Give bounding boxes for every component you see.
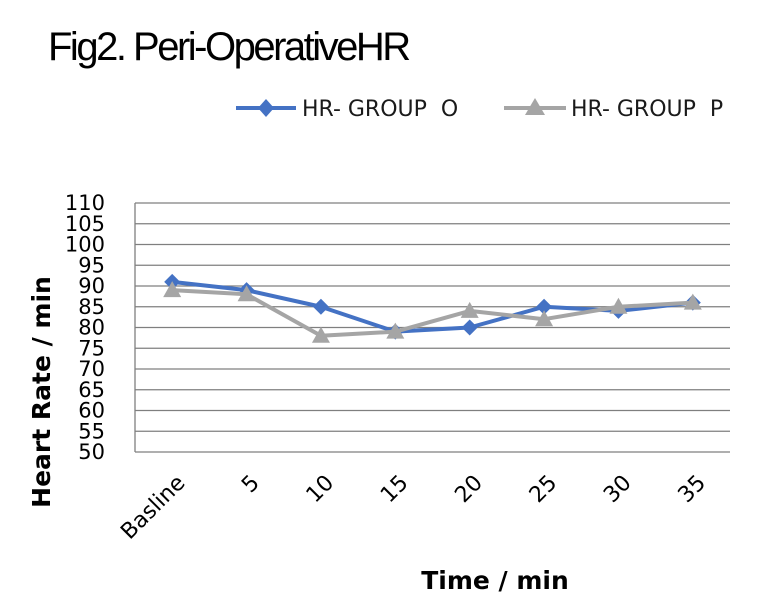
x-tick-label: 20 — [450, 471, 487, 508]
y-tick-label: 50 — [78, 440, 105, 464]
x-tick-label: 15 — [376, 471, 413, 508]
y-axis-label: Heart Rate / min — [27, 276, 56, 508]
data-point-marker — [536, 298, 553, 315]
y-tick-label: 75 — [78, 336, 105, 360]
y-tick-label: 105 — [65, 212, 105, 236]
y-tick-label: 95 — [78, 253, 105, 277]
legend-item-group-o: HR- GROUP O — [236, 97, 458, 122]
data-point-marker — [609, 297, 628, 314]
chart-title: Fig2. Peri-OperativeHR — [48, 25, 410, 69]
y-tick-label: 55 — [78, 419, 105, 443]
legend-marker-group-o — [258, 99, 274, 117]
x-tick-label: 30 — [599, 471, 636, 508]
x-tick-label: 10 — [302, 471, 339, 508]
legend-item-group-p: HR- GROUP P — [504, 97, 723, 122]
data-point-marker — [683, 293, 702, 310]
legend-label-group-o: HR- GROUP O — [302, 97, 458, 122]
y-tick-label: 85 — [78, 295, 105, 319]
data-point-marker — [386, 322, 405, 339]
data-point-marker — [460, 301, 479, 318]
y-tick-label: 65 — [78, 378, 105, 402]
series-group-p — [163, 281, 702, 343]
legend-marker-group-p — [525, 98, 545, 115]
data-point-marker — [163, 281, 182, 298]
data-point-marker — [237, 285, 256, 302]
x-tick-label: 5 — [237, 471, 265, 499]
data-point-marker — [311, 326, 330, 343]
y-tick-label: 90 — [78, 274, 105, 298]
x-axis-label: Time / min — [421, 566, 569, 595]
data-point-marker — [461, 319, 478, 336]
data-point-marker — [312, 298, 329, 315]
y-tick-label: 80 — [78, 316, 105, 340]
gridlines — [134, 202, 730, 453]
data-point-marker — [535, 310, 554, 327]
x-axis-ticks: Basline 5 10 15 20 25 30 35 — [116, 471, 711, 545]
series-line — [172, 288, 693, 338]
y-tick-label: 60 — [78, 399, 105, 423]
x-tick-label: Basline — [116, 471, 190, 545]
y-tick-label: 100 — [65, 233, 105, 257]
series-layer — [163, 273, 702, 343]
y-tick-label: 70 — [78, 357, 105, 381]
x-tick-label: 35 — [674, 471, 711, 508]
legend-label-group-p: HR- GROUP P — [571, 97, 723, 122]
y-tick-label: 110 — [65, 191, 105, 215]
legend: HR- GROUP O HR- GROUP P — [236, 97, 723, 122]
x-tick-label: 25 — [525, 471, 562, 508]
